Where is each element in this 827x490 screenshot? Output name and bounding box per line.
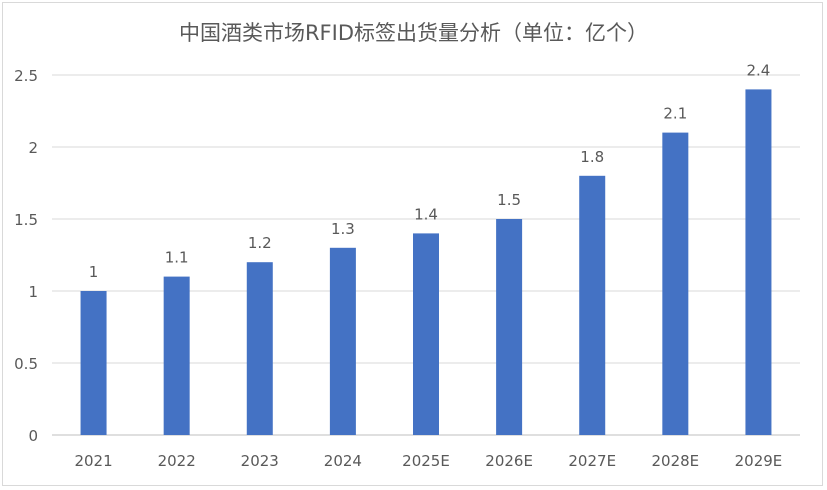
x-tick-label: 2029E: [735, 452, 783, 470]
bar: [413, 233, 439, 435]
data-label: 1.2: [248, 234, 272, 252]
x-tick-label: 2028E: [652, 452, 700, 470]
data-label: 2.4: [747, 61, 771, 79]
bar: [163, 276, 190, 435]
bar: [80, 291, 107, 435]
data-label: 2.1: [663, 105, 687, 123]
data-label: 1.1: [165, 249, 189, 267]
bar: [246, 262, 273, 435]
y-tick-label: 2.5: [14, 67, 38, 85]
chart-title: 中国酒类市场RFID标签出货量分析（单位：亿个）: [178, 21, 649, 45]
x-tick-label: 2026E: [485, 452, 533, 470]
data-label: 1.3: [331, 220, 355, 238]
x-tick-label: 2024: [324, 452, 362, 470]
x-tick-label: 2022: [158, 452, 196, 470]
x-tick-label: 2027E: [568, 452, 616, 470]
data-label: 1: [89, 263, 99, 281]
bar: [662, 132, 689, 435]
y-tick-label: 1.5: [14, 211, 38, 229]
x-tick-label: 2023: [241, 452, 279, 470]
bar: [745, 89, 772, 436]
bar: [329, 247, 356, 435]
y-tick-label: 2: [28, 139, 38, 157]
data-label: 1.5: [497, 191, 521, 209]
data-label: 1.8: [580, 148, 604, 166]
x-tick-label: 2025E: [402, 452, 450, 470]
bar: [579, 175, 606, 436]
bar: [496, 219, 523, 435]
data-label: 1.4: [414, 205, 438, 223]
y-tick-label: 0.5: [14, 355, 38, 373]
y-tick-label: 0: [28, 427, 38, 445]
x-tick-label: 2021: [74, 452, 112, 470]
y-tick-label: 1: [28, 283, 38, 301]
